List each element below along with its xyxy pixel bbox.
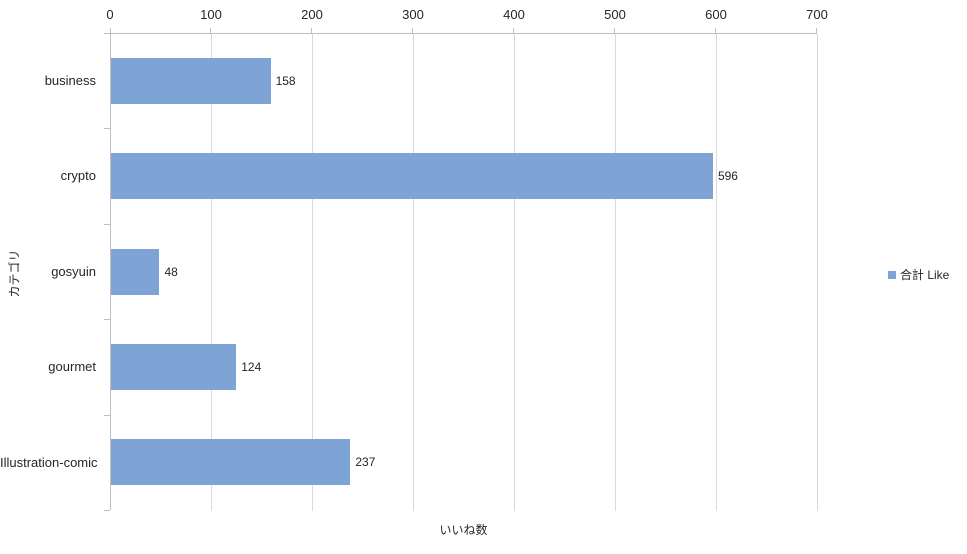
x-axis-tick	[311, 28, 312, 33]
gridline	[716, 34, 717, 511]
bar-value-label: 158	[275, 73, 296, 88]
y-axis-title: カテゴリ	[7, 249, 22, 298]
bar	[111, 57, 271, 104]
bar	[111, 248, 160, 295]
x-axis-tick	[513, 28, 514, 33]
gridline	[312, 34, 313, 511]
plot-area	[110, 33, 818, 511]
gridline	[817, 34, 818, 511]
category-label: gosyuin	[51, 263, 96, 279]
x-axis-tick	[816, 28, 817, 33]
legend: 合計 Like	[888, 266, 949, 283]
bar-value-label: 596	[717, 169, 738, 184]
bar-value-label: 237	[355, 455, 376, 470]
gridline	[514, 34, 515, 511]
legend-series-label: 合計 Like	[900, 268, 950, 282]
category-label: Illustration-comic	[0, 454, 98, 470]
category-label: gourmet	[48, 359, 96, 375]
gridline	[211, 34, 212, 511]
x-tick-label: 200	[301, 7, 323, 22]
bar	[111, 153, 713, 200]
x-tick-label: 300	[402, 7, 424, 22]
category-axis-tick	[104, 319, 110, 320]
category-axis-tick	[104, 510, 110, 511]
x-tick-label: 400	[503, 7, 525, 22]
x-tick-label: 100	[200, 7, 222, 22]
x-tick-label: 600	[705, 7, 727, 22]
bar-value-label: 124	[241, 359, 262, 374]
x-axis-tick	[614, 28, 615, 33]
x-tick-label: 500	[604, 7, 626, 22]
category-label: business	[44, 73, 96, 88]
category-label: crypto	[60, 168, 96, 184]
x-axis-tick	[715, 28, 716, 33]
x-tick-label: 700	[806, 7, 828, 22]
x-tick-label: 0	[106, 7, 114, 22]
gridline	[413, 34, 414, 511]
x-axis-title: いいね数	[439, 523, 488, 537]
x-axis-tick	[412, 28, 413, 33]
x-axis-tick	[210, 28, 211, 33]
category-axis-tick	[104, 415, 110, 416]
legend-color-swatch-icon	[888, 270, 896, 279]
category-axis-tick	[104, 128, 110, 129]
bar	[111, 343, 237, 390]
gridline	[615, 34, 616, 511]
category-axis-tick	[104, 33, 110, 34]
x-axis-tick	[110, 28, 111, 33]
bar-value-label: 48	[164, 264, 178, 279]
category-axis-tick	[104, 224, 110, 225]
bar	[111, 439, 351, 486]
